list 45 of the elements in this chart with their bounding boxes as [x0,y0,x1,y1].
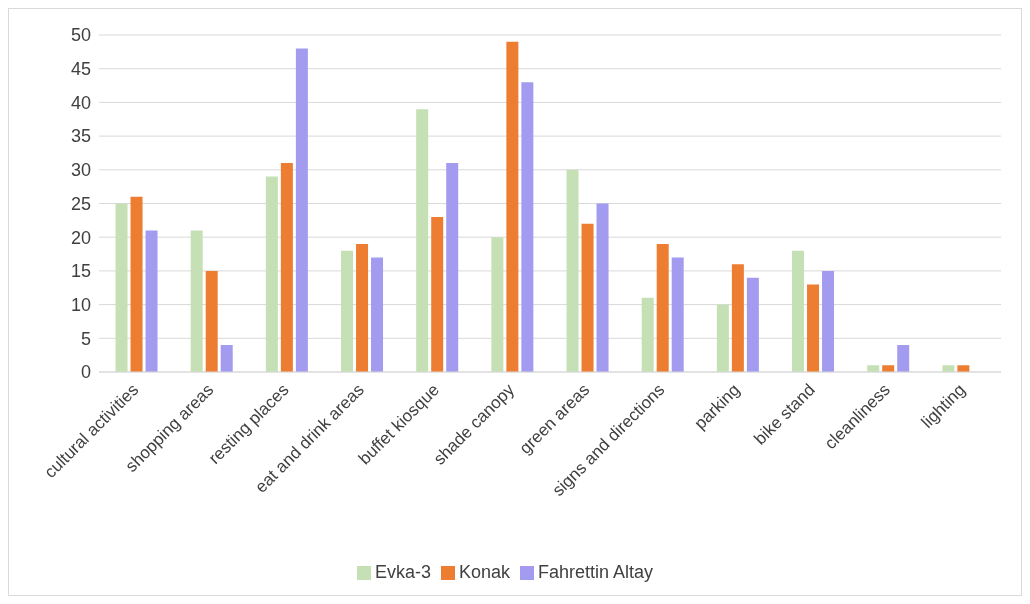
y-tick-label: 0 [80,362,91,383]
y-tick-label: 20 [70,227,91,248]
bar [205,270,218,372]
bar [746,277,759,372]
bar [641,297,654,372]
bar [145,230,158,372]
bar [581,223,594,372]
y-tick-label: 10 [70,294,91,315]
bar [446,163,459,372]
bar [341,250,354,372]
y-tick-label: 50 [70,25,91,46]
y-tick-label: 30 [70,160,91,181]
bar [280,163,293,372]
bar [416,109,429,372]
bar [431,216,444,372]
bar [897,345,910,372]
y-tick-label: 40 [70,92,91,113]
y-tick-label: 25 [70,193,91,214]
bar [371,257,384,372]
bar [731,264,744,372]
bar [656,243,669,372]
bar [265,176,278,372]
y-tick-label: 35 [70,126,91,147]
bar [807,284,820,372]
y-tick-label: 15 [70,261,91,282]
bar [716,304,729,372]
legend-label: Fahrettin Altay [538,562,654,582]
bar [521,82,534,372]
y-tick-label: 5 [80,328,91,349]
bar [566,169,579,372]
bar [822,270,835,372]
bar [671,257,684,372]
bar [220,345,233,372]
legend-label: Konak [458,562,510,582]
bar [130,196,143,372]
bar [506,41,519,372]
y-tick-label: 45 [70,59,91,80]
bar [115,203,128,372]
bar [356,243,369,372]
bar [295,48,308,372]
bar [596,203,609,372]
bar [792,250,805,372]
bar [190,230,203,372]
bar [491,237,504,372]
legend-label: Evka-3 [374,562,431,582]
